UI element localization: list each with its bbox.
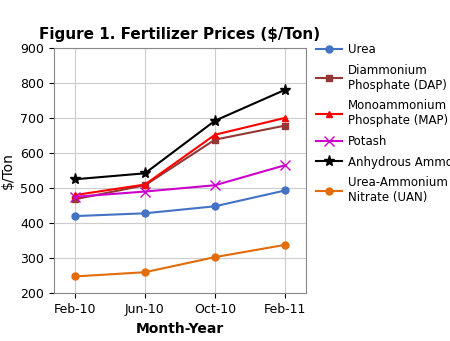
Monoammonium
Phosphate (MAP) — [142, 182, 148, 187]
Potash — [282, 163, 288, 167]
Diammonium
Phosphate (DAP) — [142, 183, 148, 187]
Monoammonium
Phosphate (MAP) — [72, 193, 78, 197]
Potash — [142, 190, 148, 194]
Line: Urea-Ammonium
Nitrate (UAN): Urea-Ammonium Nitrate (UAN) — [72, 241, 288, 280]
Monoammonium
Phosphate (MAP) — [282, 116, 288, 120]
Urea — [282, 189, 288, 193]
Anhydrous Ammonia — [72, 177, 78, 181]
Monoammonium
Phosphate (MAP) — [212, 133, 218, 137]
Diammonium
Phosphate (DAP) — [72, 197, 78, 201]
Line: Anhydrous Ammonia: Anhydrous Ammonia — [69, 84, 291, 185]
Urea — [212, 204, 218, 208]
Urea — [142, 211, 148, 215]
Urea — [72, 214, 78, 218]
Title: Figure 1. Fertilizer Prices ($/Ton): Figure 1. Fertilizer Prices ($/Ton) — [40, 27, 320, 42]
Anhydrous Ammonia — [142, 171, 148, 175]
Potash — [212, 183, 218, 187]
Anhydrous Ammonia — [282, 88, 288, 92]
Line: Diammonium
Phosphate (DAP): Diammonium Phosphate (DAP) — [72, 122, 288, 203]
Line: Urea: Urea — [72, 187, 288, 220]
Urea-Ammonium
Nitrate (UAN) — [72, 275, 78, 279]
Potash — [72, 195, 78, 199]
Urea-Ammonium
Nitrate (UAN) — [142, 270, 148, 274]
Anhydrous Ammonia — [212, 119, 218, 123]
Y-axis label: $/Ton: $/Ton — [1, 152, 15, 189]
Urea-Ammonium
Nitrate (UAN) — [212, 255, 218, 259]
Diammonium
Phosphate (DAP) — [212, 137, 218, 142]
Diammonium
Phosphate (DAP) — [282, 123, 288, 128]
Line: Potash: Potash — [70, 160, 290, 202]
Line: Monoammonium
Phosphate (MAP): Monoammonium Phosphate (MAP) — [72, 115, 288, 198]
Urea-Ammonium
Nitrate (UAN) — [282, 243, 288, 247]
Legend: Urea, Diammonium
Phosphate (DAP), Monoammonium
Phosphate (MAP), Potash, Anhydrou: Urea, Diammonium Phosphate (DAP), Monoam… — [316, 43, 450, 204]
X-axis label: Month-Year: Month-Year — [136, 322, 224, 336]
